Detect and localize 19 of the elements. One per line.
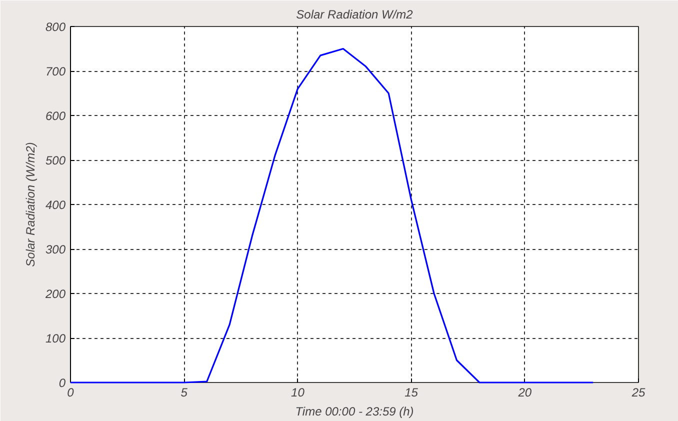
line-series	[70, 48, 594, 384]
y-tick-label: 0	[58, 376, 66, 390]
y-tick-label: 700	[45, 64, 66, 78]
y-tick-label: 400	[45, 198, 66, 212]
y-tick-label: 200	[44, 287, 66, 301]
x-tick-label: 0	[67, 386, 74, 400]
x-tick-label: 15	[404, 386, 418, 400]
x-tick-label: 5	[180, 386, 188, 400]
y-tick-label: 800	[45, 20, 66, 34]
y-tick-label: 500	[45, 154, 66, 168]
y-tick-label: 600	[45, 109, 66, 123]
x-tick-label: 20	[517, 386, 532, 400]
x-axis-title: Time 00:00 - 23:59 (h)	[295, 404, 414, 418]
chart-title: Solar Radiation W/m2	[296, 8, 414, 22]
x-tick-label: 10	[291, 386, 305, 400]
y-axis-title: Solar Radiation (W/m2)	[23, 142, 38, 267]
y-tick-label: 100	[45, 332, 66, 346]
x-tick-label: 25	[630, 386, 646, 400]
y-tick-label: 300	[45, 242, 66, 256]
